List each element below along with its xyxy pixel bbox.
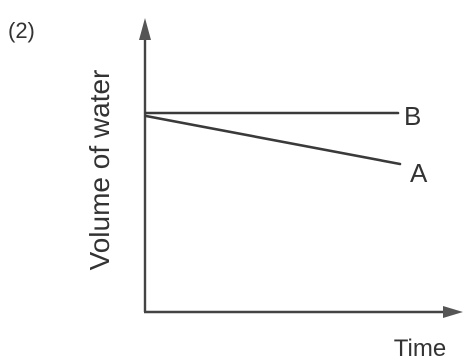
y-axis-arrow-icon [139, 18, 151, 40]
x-axis-arrow-icon [443, 306, 463, 318]
series-label-b: B [404, 101, 421, 131]
panel-label: (2) [8, 18, 35, 43]
series-layer: BA [144, 101, 428, 188]
y-axis-label: Volume of water [84, 70, 115, 271]
series-label-a: A [410, 158, 428, 188]
series-line-a [144, 114, 402, 166]
x-axis-label: Time [394, 335, 446, 362]
